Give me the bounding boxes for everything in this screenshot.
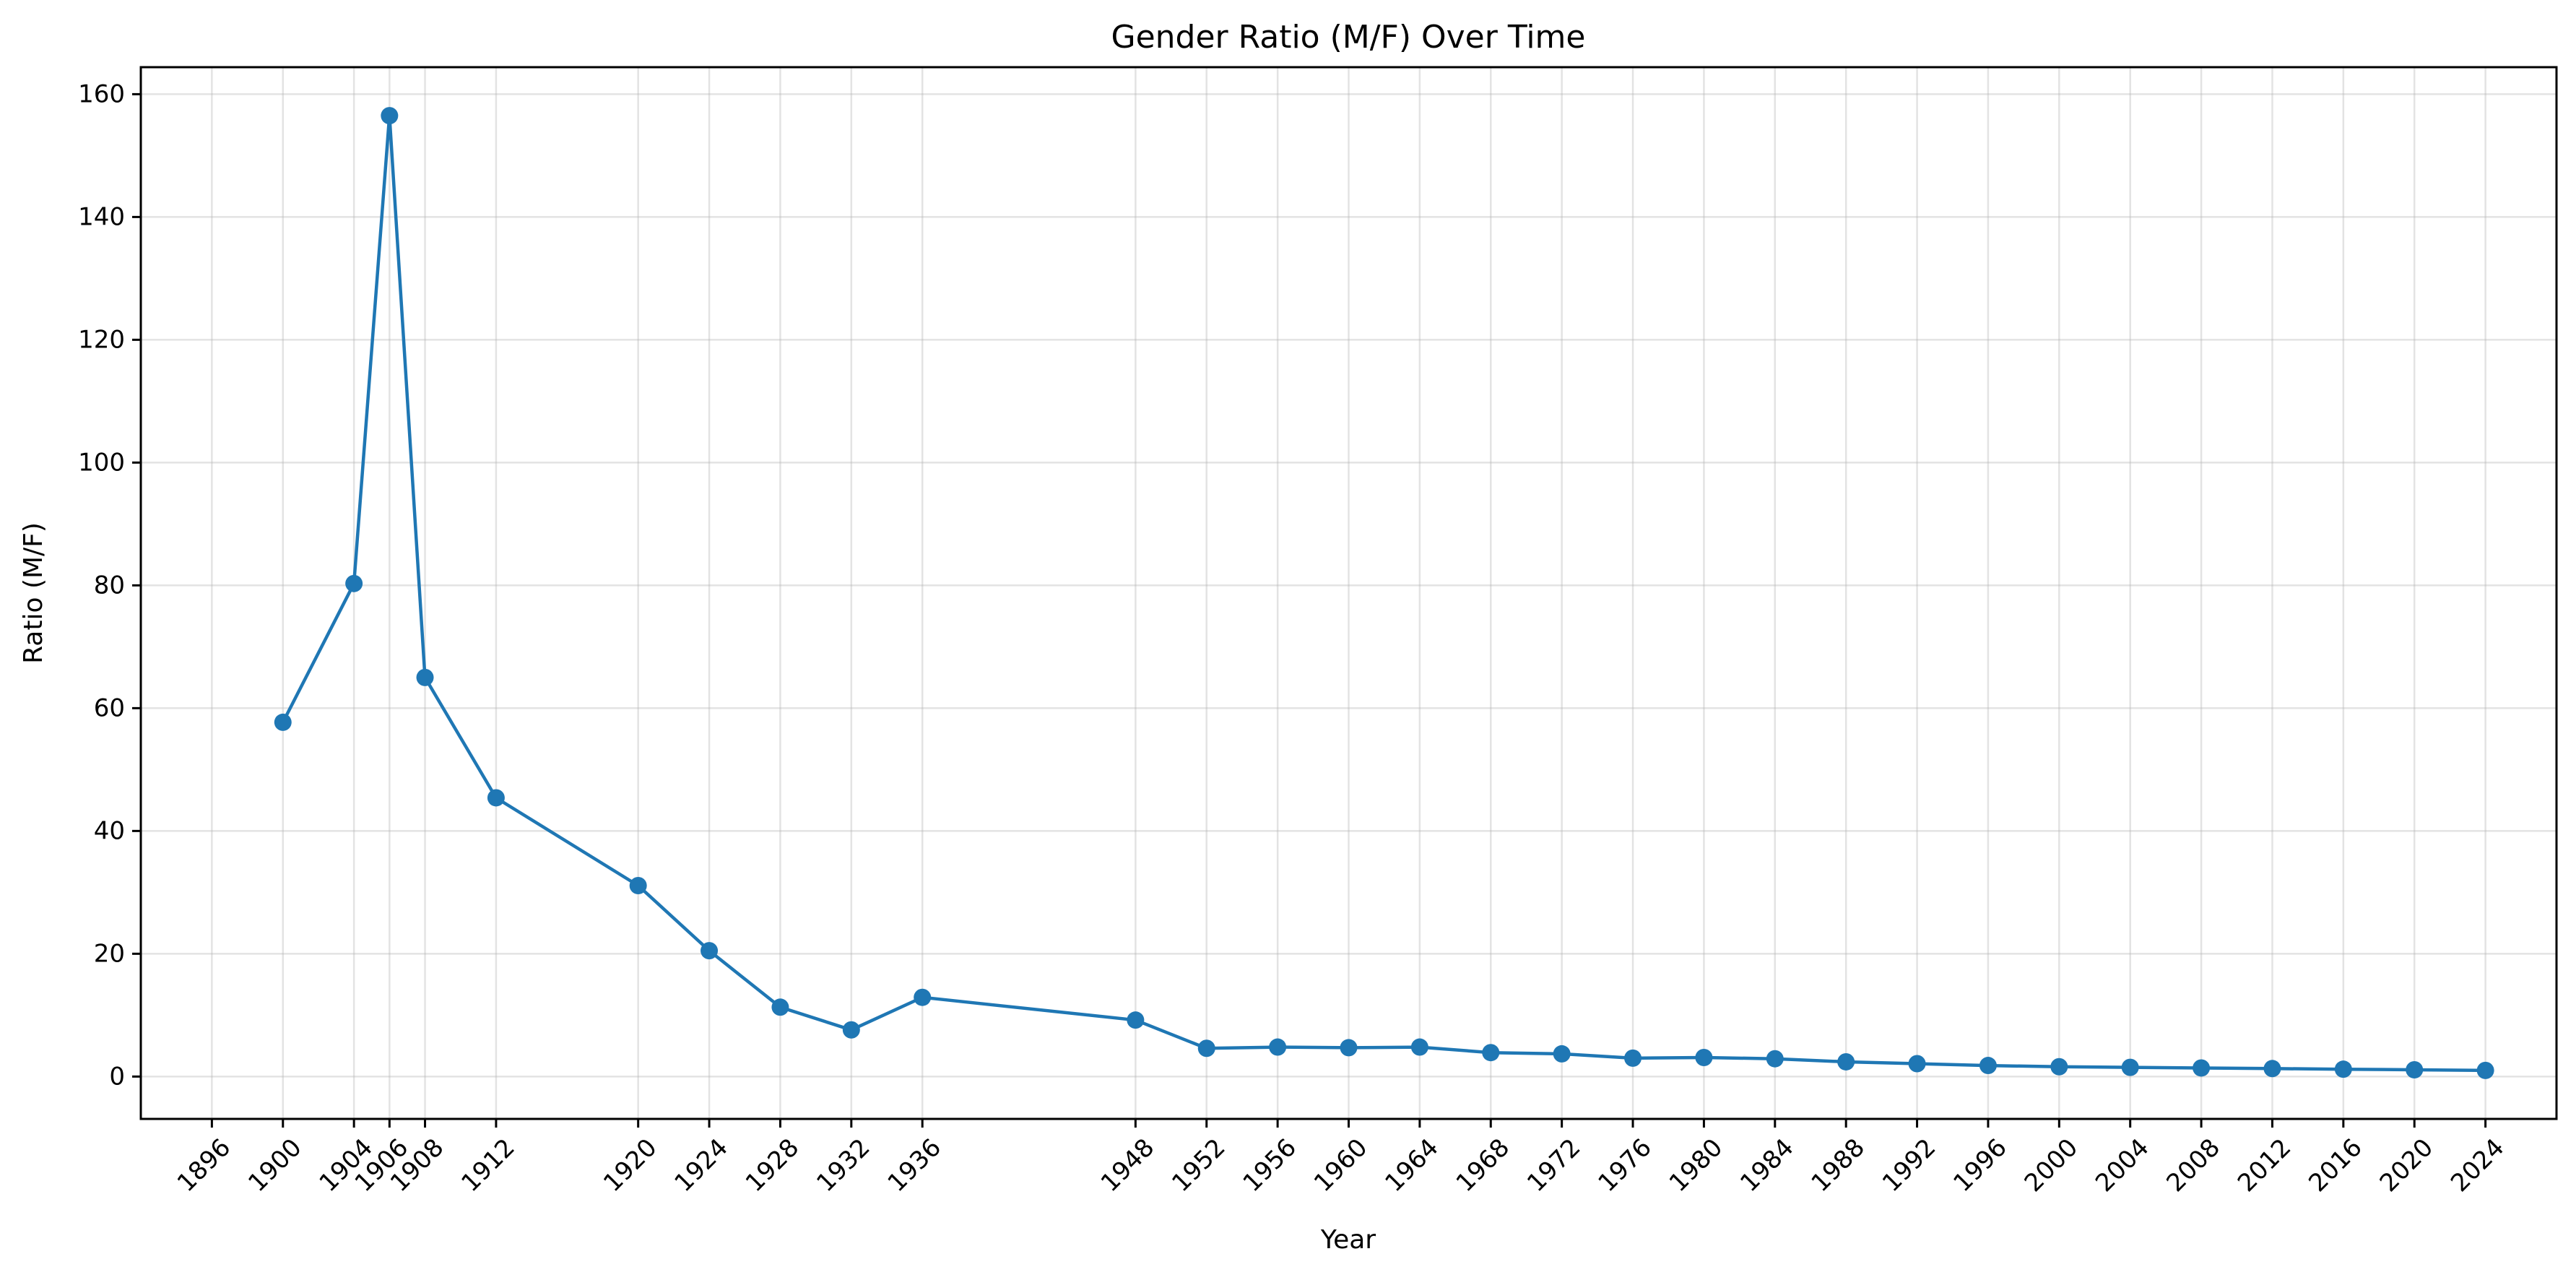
x-tick-label: 1936 [882,1133,947,1198]
data-point [2263,1060,2281,1078]
x-tick-label: 1924 [669,1133,733,1198]
x-tick-label: 2004 [2090,1133,2154,1198]
data-point [381,107,399,125]
y-tick-label: 20 [94,939,125,968]
data-point [2121,1058,2139,1076]
data-point [2334,1060,2352,1078]
data-point [1837,1052,1855,1071]
data-point [2050,1058,2068,1076]
y-tick-label: 120 [78,325,125,354]
x-tick-label: 1972 [1522,1133,1586,1198]
data-point [1410,1038,1428,1056]
x-tick-label: 1984 [1735,1133,1799,1198]
x-tick-label: 2000 [2019,1133,2083,1198]
data-point [1269,1038,1287,1056]
data-point [1127,1011,1145,1029]
x-tick-label: 1948 [1096,1133,1160,1198]
y-tick-label: 80 [94,571,125,600]
data-point [1979,1057,1997,1075]
x-tick-label: 1928 [740,1133,805,1198]
x-tick-label: 2024 [2445,1133,2510,1198]
x-tick-label: 1952 [1166,1133,1231,1198]
x-tick-label: 2020 [2375,1133,2439,1198]
x-tick-label: 1980 [1664,1133,1728,1198]
x-tick-label: 1976 [1592,1133,1657,1198]
y-axis-label: Ratio (M/F) [19,522,48,664]
y-tick-label: 100 [78,448,125,477]
data-point [1908,1055,1926,1073]
data-point [2406,1061,2424,1079]
x-tick-label: 1964 [1379,1133,1444,1198]
data-point [345,574,363,592]
data-point [274,713,292,731]
x-axis-label: Year [1320,1225,1376,1255]
x-tick-label: 1992 [1877,1133,1941,1198]
data-point [771,998,789,1016]
x-tick-label: 1956 [1238,1133,1302,1198]
data-point [487,789,505,807]
chart-title: Gender Ratio (M/F) Over Time [1111,19,1586,56]
x-tick-label: 1988 [1806,1133,1870,1198]
data-point [1553,1045,1571,1063]
x-tick-label: 2008 [2161,1133,2226,1198]
x-tick-label: 1900 [243,1133,307,1198]
data-point [1197,1039,1215,1058]
y-tick-label: 60 [94,693,125,722]
x-tick-label: 1996 [1948,1133,2012,1198]
data-point [1695,1049,1713,1067]
series-layer [274,107,2494,1079]
data-point [2476,1061,2494,1079]
x-tick-label: 1968 [1451,1133,1515,1198]
data-point [2193,1059,2211,1077]
data-point [416,668,434,686]
data-point [914,988,932,1006]
data-point [1766,1050,1784,1068]
x-tick-label: 1920 [598,1133,662,1198]
x-tick-label: 1932 [811,1133,875,1198]
y-tick-label: 0 [109,1062,125,1091]
x-tick-label: 1960 [1309,1133,1373,1198]
x-tick-label: 1896 [172,1133,236,1198]
grid-layer [141,67,2557,1119]
series-line [281,113,2486,1073]
x-tick-label: 2012 [2232,1133,2297,1198]
y-tick-label: 40 [94,816,125,845]
data-point [701,942,719,960]
data-point [842,1021,860,1039]
y-tick-label: 140 [78,202,125,231]
data-point [629,877,647,895]
y-tick-label: 160 [78,79,125,108]
x-tick-label: 2016 [2303,1133,2367,1198]
data-point [1340,1039,1358,1057]
data-point [1624,1049,1642,1067]
data-point [1482,1044,1500,1062]
x-tick-label: 1912 [456,1133,520,1198]
